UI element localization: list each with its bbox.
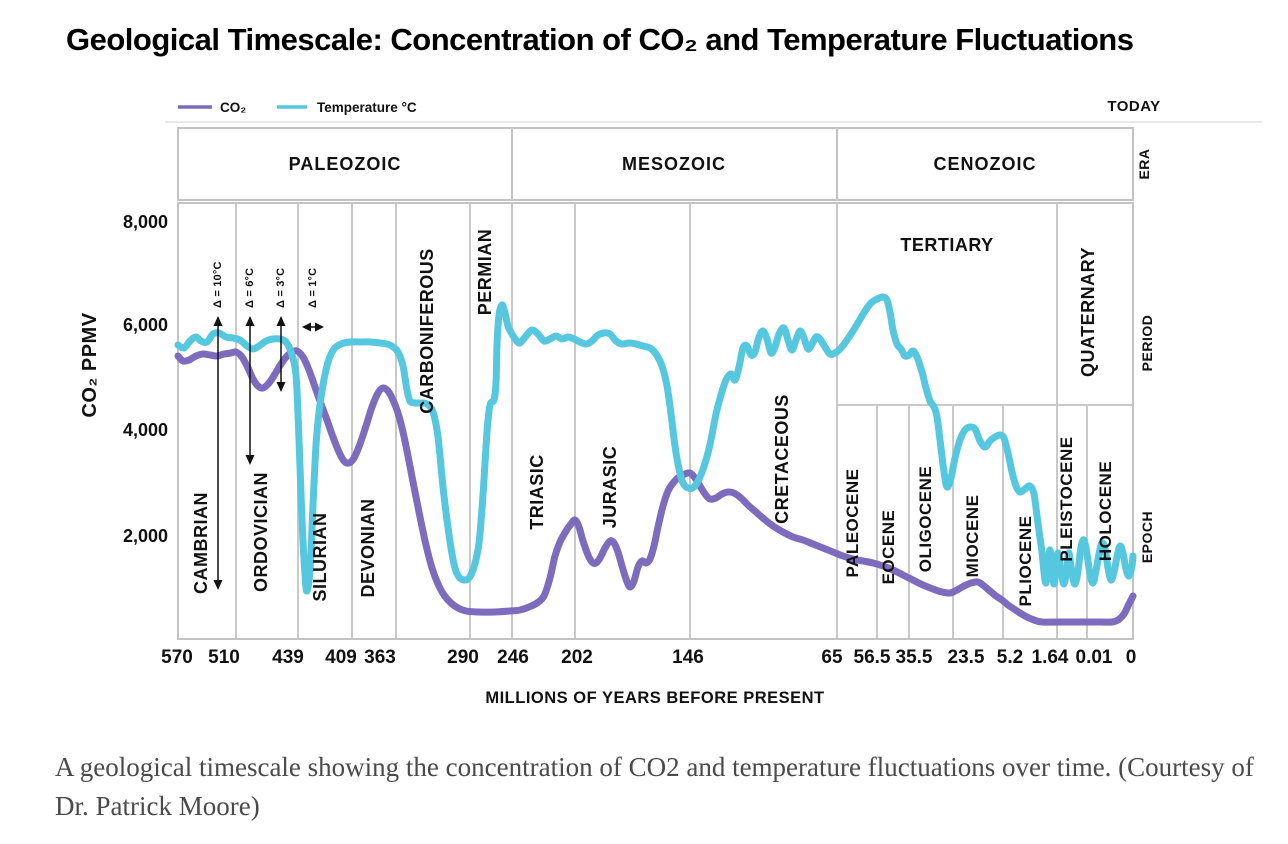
period-label-jurasic: JURASIC bbox=[600, 446, 620, 529]
page-title: Geological Timescale: Concentration of C… bbox=[66, 22, 1134, 57]
temperature-curve bbox=[174, 293, 1137, 595]
x-tick-363: 363 bbox=[364, 647, 396, 668]
period-label-triasic: TRIASIC bbox=[527, 454, 547, 530]
delta-arrowhead-up bbox=[245, 316, 255, 326]
delta-annotation-label-0: Δ = 10°C bbox=[212, 261, 224, 308]
delta-arrowhead-left bbox=[302, 322, 311, 332]
era-label-mesozoic: MESOZOIC bbox=[622, 154, 726, 174]
figure-caption: A geological timescale showing the conce… bbox=[55, 752, 1254, 822]
delta-arrowhead-up bbox=[276, 316, 286, 326]
delta-arrowhead-down bbox=[276, 382, 286, 392]
period-label-tertiary: TERTIARY bbox=[900, 235, 993, 255]
period-label-carboniferous: CARBONIFEROUS bbox=[417, 248, 437, 414]
x-tick-146: 146 bbox=[672, 647, 704, 668]
x-tick-409: 409 bbox=[325, 647, 357, 668]
delta-annotation-label-3: Δ = 1°C bbox=[307, 268, 319, 308]
era-label-paleozoic: PALEOZOIC bbox=[289, 154, 402, 174]
grid-layer bbox=[177, 127, 1134, 640]
epoch-label-pleistocene: PLEISTOCENE bbox=[1057, 436, 1076, 561]
legend: CO₂ Temperature °C bbox=[178, 100, 417, 115]
x-axis-title: MILLIONS OF YEARS BEFORE PRESENT bbox=[485, 689, 824, 707]
delta-arrowhead-up bbox=[213, 316, 223, 326]
epoch-label-oligocene: OLIGOCENE bbox=[916, 466, 935, 573]
era-label-cenozoic: CENOZOIC bbox=[933, 154, 1036, 174]
legend-temperature-label: Temperature °C bbox=[317, 100, 417, 115]
epoch-label-eocene: EOCENE bbox=[879, 510, 898, 585]
y-tick-8000: 8,000 bbox=[123, 212, 168, 232]
x-tick-202: 202 bbox=[561, 647, 593, 668]
plot-box bbox=[177, 202, 1134, 640]
era-axis-label: ERA bbox=[1136, 148, 1152, 179]
y-tick-6000: 6,000 bbox=[123, 315, 168, 335]
period-label-quaternary: QUATERNARY bbox=[1078, 247, 1098, 377]
delta-arrowhead-down bbox=[245, 455, 255, 465]
x-tick-246: 246 bbox=[497, 647, 529, 668]
x-tick-0: 0 bbox=[1126, 647, 1137, 668]
x-tick-1.64: 1.64 bbox=[1032, 647, 1069, 668]
period-label-silurian: SILURIAN bbox=[310, 513, 330, 602]
epoch-label-miocene: MIOCENE bbox=[963, 495, 982, 578]
epoch-axis-label: EPOCH bbox=[1139, 511, 1155, 563]
epoch-label-pliocene: PLIOCENE bbox=[1016, 516, 1035, 607]
period-label-permian: PERMIAN bbox=[475, 229, 495, 316]
legend-co2-label: CO₂ bbox=[220, 100, 246, 115]
x-tick-290: 290 bbox=[447, 647, 479, 668]
delta-annotation-label-2: Δ = 3°C bbox=[275, 268, 287, 308]
x-tick-570: 570 bbox=[161, 647, 193, 668]
curve-layer bbox=[174, 293, 1137, 626]
y-tick-2000: 2,000 bbox=[123, 526, 168, 546]
era-band-box bbox=[177, 127, 1134, 201]
x-tick-510: 510 bbox=[208, 647, 240, 668]
epoch-label-holocene: HOLOCENE bbox=[1096, 461, 1115, 561]
y-axis-title: CO₂ PPMV bbox=[79, 312, 101, 417]
band-label-layer: PALEOZOIC MESOZOIC CENOZOIC CAMBRIAN ORDOVIC… bbox=[191, 154, 1115, 606]
epoch-label-paleocene: PALEOCENE bbox=[843, 468, 862, 577]
delta-annotation-label-1: Δ = 6°C bbox=[244, 268, 256, 308]
x-tick-0.01: 0.01 bbox=[1076, 647, 1113, 668]
today-label: TODAY bbox=[1107, 98, 1160, 115]
delta-arrowhead-down bbox=[213, 580, 223, 590]
tick-layer: 570 510 439 409 363 290 246 202 146 65 56.5 35.5 23.… bbox=[123, 212, 1136, 668]
x-tick-35.5: 35.5 bbox=[896, 647, 933, 668]
x-tick-65: 65 bbox=[821, 647, 843, 668]
period-label-cretaceous: CRETACEOUS bbox=[772, 394, 792, 524]
y-tick-4000: 4,000 bbox=[123, 420, 168, 440]
period-axis-label: PERIOD bbox=[1139, 315, 1155, 372]
delta-annotation-layer: Δ = 10°C Δ = 6°C Δ = 3°C Δ = 1°C bbox=[212, 261, 324, 590]
x-tick-439: 439 bbox=[272, 647, 304, 668]
period-label-cambrian: CAMBRIAN bbox=[191, 492, 211, 594]
x-tick-5.2: 5.2 bbox=[997, 647, 1023, 668]
x-tick-23.5: 23.5 bbox=[948, 647, 985, 668]
x-tick-56.5: 56.5 bbox=[854, 647, 891, 668]
delta-arrowhead-right bbox=[315, 322, 324, 332]
period-label-devonian: DEVONIAN bbox=[358, 498, 378, 597]
period-label-ordovician: ORDOVICIAN bbox=[251, 472, 271, 592]
